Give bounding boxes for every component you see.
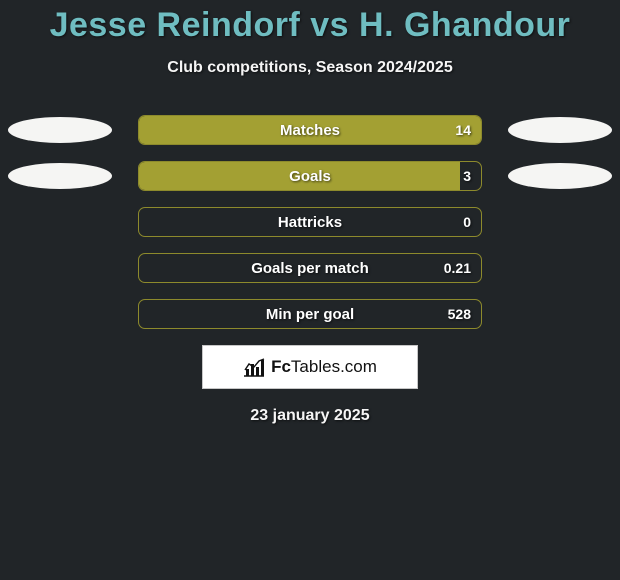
stat-value: 14 <box>455 116 471 144</box>
bar-chart-icon <box>243 357 265 377</box>
stat-label: Matches <box>139 116 481 144</box>
date-text: 23 january 2025 <box>0 407 620 425</box>
source-logo: FcTables.com <box>202 345 418 389</box>
stat-bar: Matches 14 <box>138 115 482 145</box>
stat-value: 3 <box>463 162 471 190</box>
logo-text: FcTables.com <box>271 357 377 377</box>
stat-row-goals-per-match: Goals per match 0.21 <box>0 253 620 283</box>
stat-value: 0 <box>463 208 471 236</box>
stat-row-min-per-goal: Min per goal 528 <box>0 299 620 329</box>
stat-label: Hattricks <box>139 208 481 236</box>
stat-label: Min per goal <box>139 300 481 328</box>
stat-row-matches: Matches 14 <box>0 115 620 145</box>
left-ellipse <box>8 163 112 189</box>
page-title: Jesse Reindorf vs H. Ghandour <box>0 6 620 45</box>
right-ellipse <box>508 163 612 189</box>
stat-label: Goals per match <box>139 254 481 282</box>
stats-block: Matches 14 Goals 3 Hattricks 0 <box>0 115 620 329</box>
stat-value: 528 <box>448 300 471 328</box>
right-ellipse <box>508 117 612 143</box>
stat-row-hattricks: Hattricks 0 <box>0 207 620 237</box>
infographic-container: Jesse Reindorf vs H. Ghandour Club compe… <box>0 0 620 425</box>
stat-bar: Hattricks 0 <box>138 207 482 237</box>
stat-bar: Goals per match 0.21 <box>138 253 482 283</box>
left-ellipse <box>8 117 112 143</box>
stat-bar: Goals 3 <box>138 161 482 191</box>
stat-bar: Min per goal 528 <box>138 299 482 329</box>
stat-row-goals: Goals 3 <box>0 161 620 191</box>
stat-label: Goals <box>139 162 481 190</box>
stat-value: 0.21 <box>444 254 471 282</box>
subtitle: Club competitions, Season 2024/2025 <box>0 59 620 77</box>
